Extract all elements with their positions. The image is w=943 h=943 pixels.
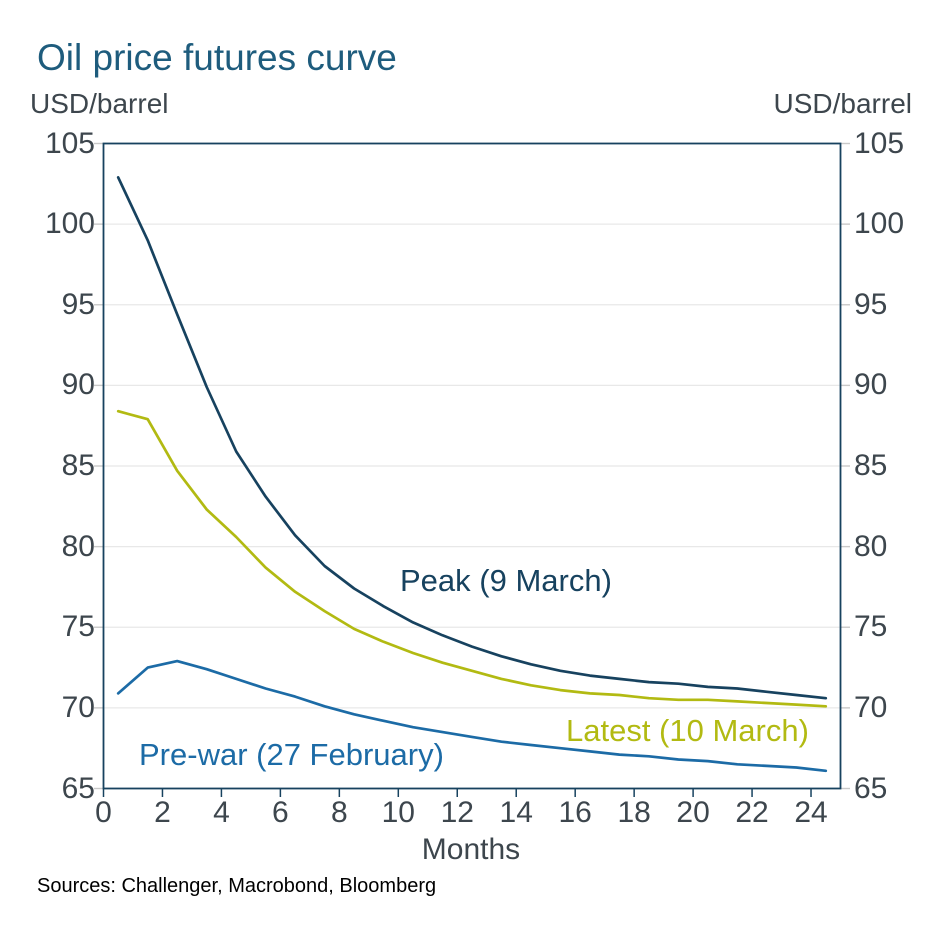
y-tick-label-right: 100 [854, 207, 905, 241]
series-label-prewar: Pre-war (27 February) [139, 737, 444, 772]
x-tick-label: 14 [499, 796, 533, 829]
sources-note: Sources: Challenger, Macrobond, Bloomber… [37, 875, 437, 897]
x-tick-label: 8 [330, 796, 348, 829]
x-tick-label: 24 [794, 796, 828, 829]
x-tick-label: 0 [95, 796, 112, 829]
y-tick-label-left: 100 [44, 207, 95, 241]
y-tick-label-left: 95 [61, 287, 95, 321]
y-axis-unit-right: USD/barrel [773, 88, 912, 119]
y-tick-label-right: 95 [854, 287, 888, 321]
x-tick-label: 12 [440, 796, 474, 829]
y-tick-label-left: 70 [61, 690, 95, 724]
y-tick-label-right: 65 [854, 771, 888, 805]
y-tick-label-left: 90 [61, 368, 95, 402]
y-tick-label-right: 75 [854, 610, 888, 644]
y-tick-label-left: 75 [61, 610, 95, 644]
x-tick-label: 10 [381, 796, 415, 829]
y-tick-label-right: 85 [854, 449, 888, 482]
plot-frame [102, 142, 842, 790]
y-tick-label-right: 70 [854, 690, 888, 724]
x-tick-label: 20 [676, 796, 710, 829]
x-tick-label: 18 [617, 796, 651, 829]
x-tick-label: 4 [213, 796, 230, 829]
y-tick-label-right: 105 [854, 126, 905, 160]
x-tick-label: 22 [735, 796, 769, 829]
series-label-peak: Peak (9 March) [400, 563, 612, 598]
x-tick-label: 6 [272, 796, 289, 829]
y-tick-label-left: 65 [61, 771, 95, 805]
y-tick-label-left: 105 [44, 126, 95, 160]
y-tick-label-right: 90 [854, 368, 888, 402]
series-line-1 [116, 409, 828, 708]
chart-title: Oil price futures curve [37, 37, 397, 78]
series-line-2 [116, 659, 828, 773]
y-tick-label-left: 80 [61, 529, 95, 563]
series-line-0 [116, 176, 828, 700]
y-tick-label-right: 80 [854, 529, 888, 563]
y-tick-label-left: 85 [61, 449, 95, 482]
x-tick-label: 16 [558, 796, 592, 829]
x-axis-title: Months [421, 833, 521, 866]
series-label-latest: Latest (10 March) [566, 713, 809, 748]
x-tick-label: 2 [154, 796, 171, 829]
y-axis-unit-left: USD/barrel [30, 88, 169, 119]
